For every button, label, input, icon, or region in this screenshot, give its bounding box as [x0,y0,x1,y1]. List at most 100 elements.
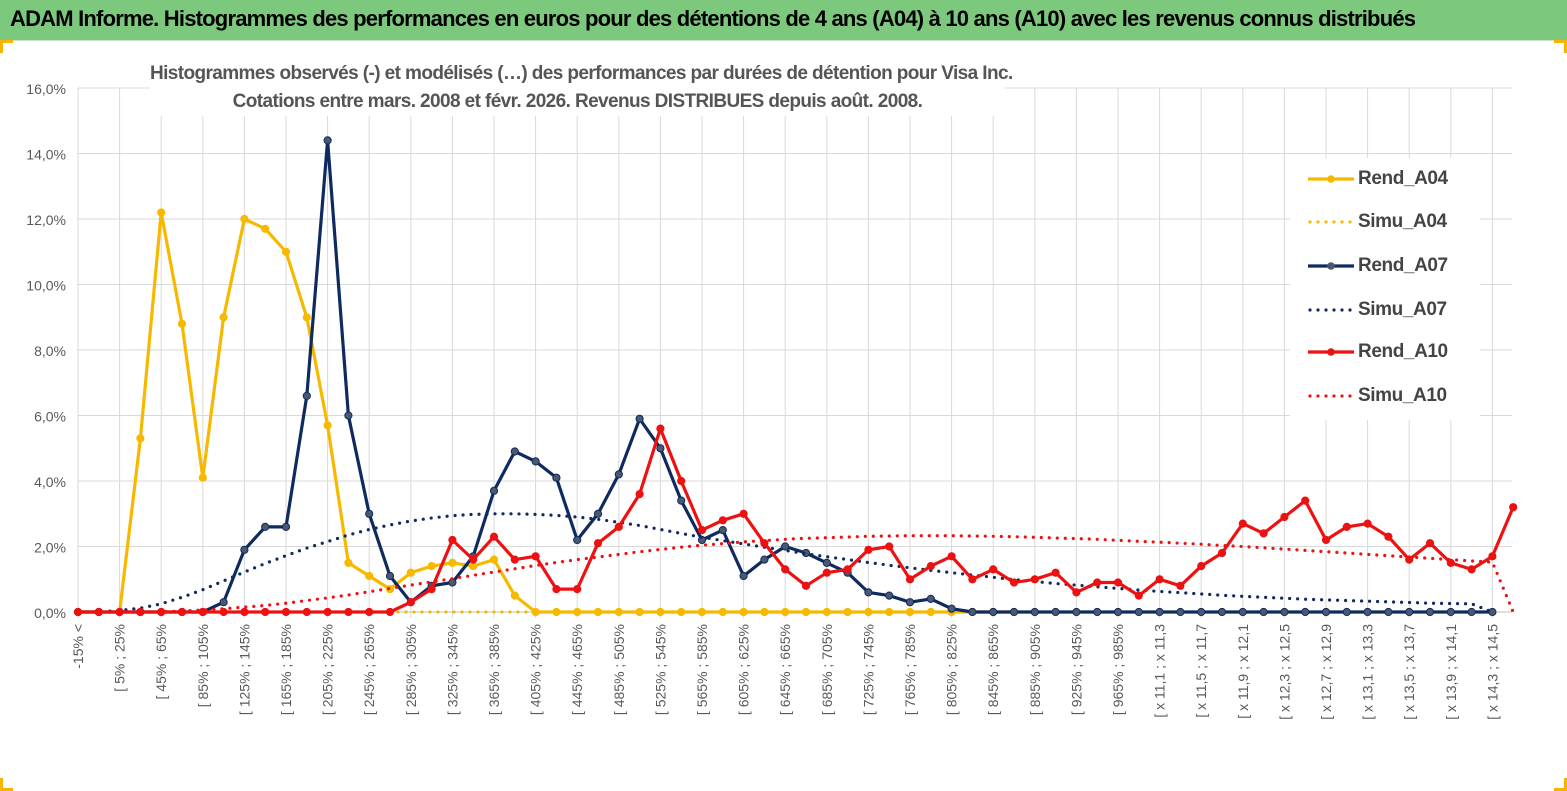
x-tick-label: [ 845% ; 865% [985,624,1001,715]
x-tick-label: [ x 14,3 ; x 14,5 [1484,624,1500,720]
data-point-rend-a10 [323,607,332,617]
x-tick-label: [ x 12,3 ; x 12,5 [1276,624,1292,720]
data-point-rend-a07 [781,542,790,551]
data-point-rend-a10 [885,542,894,551]
y-tick-label: 16,0% [26,81,66,97]
data-point-rend-a10 [1155,575,1164,584]
data-point-rend-a10 [656,424,665,433]
data-point-rend-a04 [864,607,873,617]
data-point-rend-a10 [1217,548,1227,558]
data-point-rend-a10 [489,532,499,541]
x-tick-label: [ 285% ; 305% [403,624,419,715]
data-point-rend-a07 [926,594,935,604]
x-tick-label: [ 725% ; 745% [860,624,876,715]
data-point-rend-a10 [1093,578,1102,587]
x-tick-label: [ 325% ; 345% [444,624,460,715]
data-point-rend-a07 [531,457,540,466]
data-point-rend-a07 [552,473,561,482]
legend-item-simu-a04: Simu_A04 [1290,209,1480,235]
series-simu-a10 [76,534,1515,614]
data-point-rend-a07 [614,470,623,479]
legend-swatch-simu-a07 [1308,308,1356,312]
data-point-rend-a10 [531,552,540,561]
x-tick-label: [ 245% ; 265% [361,624,377,715]
report-banner: ADAM Informe. Histogrammes des performan… [0,0,1567,41]
data-point-rend-a04 [427,562,436,571]
x-tick-label: [ x 13,5 ; x 13,7 [1401,624,1417,720]
x-tick-label: [ 885% ; 905% [1027,624,1043,715]
data-point-rend-a10 [427,585,436,594]
data-point-rend-a10 [1259,529,1268,538]
legend-label-simu-a04: Simu_A04 [1358,211,1447,232]
data-point-rend-a04 [635,607,644,617]
data-point-rend-a07 [1051,607,1060,617]
data-point-rend-a10 [968,575,977,584]
data-point-rend-a07 [1176,607,1185,617]
data-point-rend-a07 [385,571,395,581]
x-tick-label: [ 645% ; 665% [777,624,793,715]
data-point-rend-a07 [635,414,644,423]
data-point-rend-a10 [1321,535,1331,545]
legend-swatch-rend-a10 [1308,348,1354,356]
report-title: ADAM Informe. Histogrammes des performan… [10,6,1416,31]
data-point-rend-a10 [864,545,873,554]
data-point-rend-a10 [573,585,582,594]
data-point-rend-a10 [1134,591,1143,600]
data-point-rend-a10 [1446,558,1455,568]
data-point-rend-a07 [219,598,228,607]
data-point-rend-a07 [1446,607,1455,617]
data-point-rend-a07 [281,522,291,532]
data-point-rend-a10 [1113,578,1123,587]
data-point-rend-a04 [822,607,831,617]
data-point-rend-a10 [822,568,831,577]
data-point-rend-a07 [656,444,665,453]
x-tick-label: [ x 12,7 ; x 12,9 [1318,624,1334,720]
data-point-rend-a10 [1030,575,1039,584]
data-point-rend-a07 [1321,607,1331,617]
data-point-rend-a10 [1301,496,1310,505]
x-tick-label: [ 85% ; 105% [195,624,211,707]
x-axis-ticks: -15% < [ 5% ; 25% [ 45% ; 65% [ 85% ; 105% [… [70,624,1500,720]
data-point-rend-a04 [677,607,686,617]
legend-item-simu-a07: Simu_A07 [1290,297,1480,323]
data-point-rend-a07 [1093,607,1102,617]
data-point-rend-a10 [1467,565,1476,574]
data-point-rend-a10 [1197,562,1206,571]
data-point-rend-a07 [739,571,748,581]
legend-marker [1327,175,1335,183]
data-point-rend-a10 [510,555,519,564]
data-point-rend-a07 [1384,607,1393,617]
x-tick-label: [ x 13,9 ; x 14,1 [1443,624,1459,720]
y-tick-label: 8,0% [34,343,66,359]
data-point-rend-a07 [510,447,519,456]
legend-swatch-rend-a07 [1308,262,1354,270]
data-point-rend-a04 [344,558,353,568]
data-point-rend-a07 [718,526,727,535]
legend-marker [1327,262,1335,270]
frame-corner-bottom-left [0,778,13,791]
data-point-rend-a10 [344,607,353,617]
data-point-rend-a07 [1072,607,1081,617]
data-point-rend-a07 [323,136,332,145]
data-point-rend-a10 [1384,532,1393,541]
data-point-rend-a10 [1238,519,1247,528]
data-point-rend-a07 [968,607,977,617]
data-point-rend-a10 [614,522,623,532]
data-point-rend-a04 [406,568,415,577]
series-rend-a04 [73,208,1019,617]
x-tick-label: [ 5% ; 25% [112,624,128,692]
data-point-rend-a07 [1363,607,1372,617]
chart-legend: Rend_A04 Simu_A04 Rend_A07 Simu_A07 Rend… [1290,158,1480,420]
data-point-rend-a10 [677,476,686,486]
legend-label-rend-a07: Rend_A07 [1358,255,1448,276]
data-point-rend-a10 [926,562,935,571]
x-tick-label: [ x 11,1 ; x 11,3 [1152,624,1168,718]
data-point-rend-a04 [843,607,852,617]
legend-label-rend-a04: Rend_A04 [1358,168,1448,189]
data-point-rend-a07 [822,558,831,568]
data-point-rend-a10 [406,598,415,607]
y-tick-label: 0,0% [34,605,66,621]
data-point-rend-a07 [760,555,769,564]
data-point-rend-a07 [1280,607,1289,617]
